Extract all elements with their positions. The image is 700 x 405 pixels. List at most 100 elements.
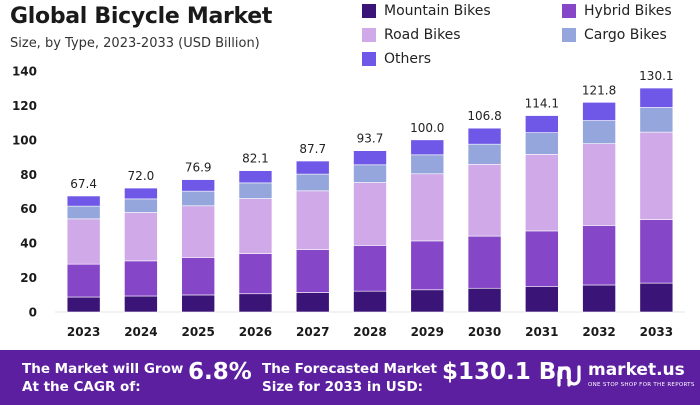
bar-segment-road — [66, 218, 101, 265]
bar-segment-others — [467, 127, 502, 145]
bar-segment-others — [525, 115, 559, 133]
bar-segment-mountain — [582, 284, 616, 313]
cagr-value: 6.8% — [188, 359, 252, 385]
bar-segment-cargo — [467, 143, 502, 165]
bar-segment-cargo — [353, 164, 387, 183]
bar-segment-hybrid — [124, 260, 158, 297]
data-label-total: 121.8 — [582, 83, 616, 97]
footer-banner: The Market will Grow At the CAGR of: 6.8… — [0, 350, 700, 405]
bar-segment-mountain — [639, 282, 674, 313]
bar-segment-road — [410, 173, 445, 242]
bar-segment-hybrid — [181, 257, 215, 296]
x-tick-label: 2029 — [411, 325, 444, 339]
y-tick-label: 60 — [20, 202, 37, 216]
bar-segment-hybrid — [353, 245, 387, 292]
bar-segment-road — [467, 164, 502, 237]
chart-legend: Mountain Bikes Hybrid Bikes Road Bikes C… — [362, 2, 692, 67]
legend-item-mountain: Mountain Bikes — [362, 2, 562, 19]
legend-label-others: Others — [384, 50, 432, 67]
data-label-total: 76.9 — [185, 161, 212, 175]
legend-swatch-road — [362, 27, 376, 42]
x-tick-label: 2027 — [296, 325, 329, 339]
brand-name: market.us — [588, 360, 685, 380]
bar-segment-road — [181, 205, 215, 258]
bar-segment-hybrid — [410, 240, 445, 291]
x-tick-label: 2025 — [181, 325, 214, 339]
bar-chart: 0 20 40 60 80 100 120 140 67.4 2023 72.0 2024 76.9 20… — [12, 65, 685, 339]
data-label-total: 82.1 — [242, 152, 269, 166]
legend-label-hybrid: Hybrid Bikes — [584, 2, 672, 19]
bar-segment-cargo — [238, 182, 273, 199]
legend-item-road: Road Bikes — [362, 26, 562, 43]
legend-item-cargo: Cargo Bikes — [562, 26, 692, 43]
bar-segment-others — [238, 170, 273, 184]
bar-segment-mountain — [295, 292, 330, 313]
bar-segment-road — [582, 143, 616, 226]
brand-tagline: ONE STOP SHOP FOR THE REPORTS — [588, 382, 695, 388]
legend-label-cargo: Cargo Bikes — [584, 26, 667, 43]
bar-segment-mountain — [467, 287, 502, 313]
bar-segment-mountain — [410, 289, 445, 313]
legend-swatch-cargo — [562, 27, 576, 42]
bar-segment-cargo — [639, 107, 674, 133]
data-label-total: 100.0 — [410, 121, 444, 135]
bar-segment-cargo — [124, 198, 158, 213]
bar-segment-others — [639, 87, 674, 108]
bar-segment-road — [639, 131, 674, 220]
legend-swatch-mountain — [362, 3, 376, 18]
forecast-label: The Forecasted Market Size for 2033 in U… — [262, 361, 437, 395]
bar-segment-cargo — [66, 205, 101, 220]
bar-segment-others — [66, 195, 101, 207]
data-label-total: 67.4 — [70, 177, 97, 191]
bar-segment-mountain — [238, 293, 273, 313]
bar-segment-mountain — [124, 295, 158, 313]
data-label-total: 93.7 — [357, 132, 384, 146]
legend-item-others: Others — [362, 50, 562, 67]
y-tick-label: 80 — [20, 168, 37, 182]
bar-segment-others — [582, 102, 616, 121]
bar-segment-mountain — [181, 294, 215, 313]
bar-segment-hybrid — [238, 253, 273, 295]
chart-subtitle: Size, by Type, 2023-2033 (USD Billion) — [10, 36, 260, 51]
bar-segment-mountain — [66, 296, 101, 313]
legend-label-road: Road Bikes — [384, 26, 461, 43]
bar-segment-hybrid — [525, 230, 559, 287]
bar-segment-cargo — [295, 173, 330, 192]
x-tick-label: 2030 — [468, 325, 501, 339]
page-title: Global Bicycle Market — [10, 4, 273, 29]
cagr-label: The Market will Grow At the CAGR of: — [22, 361, 184, 395]
bar-segment-hybrid — [295, 249, 330, 293]
bar-segment-cargo — [525, 132, 559, 155]
x-tick-label: 2033 — [640, 325, 673, 339]
bar-segment-cargo — [410, 154, 445, 175]
x-tick-label: 2028 — [353, 325, 386, 339]
bar-segment-hybrid — [582, 225, 616, 286]
bar-segment-mountain — [353, 290, 387, 313]
bar-segment-road — [124, 212, 158, 262]
data-label-total: 114.1 — [525, 97, 559, 111]
bar-segment-others — [181, 179, 215, 192]
bar-segment-others — [295, 160, 330, 175]
bar-segment-cargo — [582, 120, 616, 144]
x-tick-label: 2024 — [124, 325, 157, 339]
y-tick-label: 40 — [20, 237, 37, 251]
bar-segment-hybrid — [467, 235, 502, 289]
bar-segment-road — [295, 190, 330, 250]
bar-segment-road — [238, 198, 273, 254]
bar-segment-others — [353, 150, 387, 166]
y-tick-label: 20 — [20, 271, 37, 285]
legend-label-mountain: Mountain Bikes — [384, 2, 491, 19]
data-label-total: 106.8 — [467, 109, 501, 123]
bar-segment-others — [124, 187, 158, 200]
data-label-total: 72.0 — [128, 169, 155, 183]
x-tick-label: 2032 — [582, 325, 615, 339]
y-tick-label: 120 — [12, 99, 37, 113]
x-tick-label: 2023 — [67, 325, 100, 339]
legend-item-hybrid: Hybrid Bikes — [562, 2, 692, 19]
y-tick-label: 140 — [12, 65, 37, 79]
bar-segment-hybrid — [639, 219, 674, 284]
y-tick-label: 0 — [29, 306, 37, 320]
bar-segment-cargo — [181, 190, 215, 207]
bar-segment-road — [525, 154, 559, 232]
legend-swatch-hybrid — [562, 3, 576, 18]
